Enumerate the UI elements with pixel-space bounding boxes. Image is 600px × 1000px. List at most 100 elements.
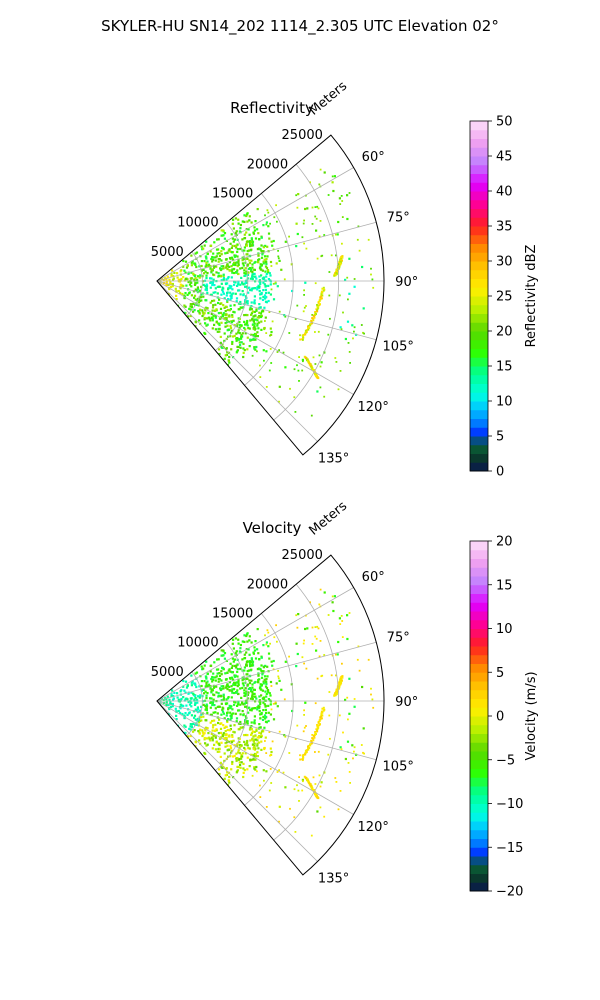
data-pixel	[351, 324, 354, 327]
data-pixel	[218, 330, 221, 333]
data-pixel	[311, 737, 314, 740]
data-pixel	[200, 665, 203, 668]
data-pixel	[278, 805, 281, 808]
data-pixel	[268, 789, 271, 792]
data-pixel	[216, 238, 219, 241]
data-pixel	[202, 733, 205, 736]
data-pixel	[260, 315, 263, 319]
data-pixel	[259, 280, 262, 283]
data-pixel	[214, 711, 217, 714]
data-pixel	[314, 363, 317, 365]
data-pixel	[250, 733, 253, 736]
data-pixel	[258, 707, 261, 710]
data-pixel	[211, 281, 214, 284]
data-pixel	[303, 639, 305, 642]
data-pixel	[320, 297, 323, 300]
data-pixel	[277, 257, 280, 260]
data-pixel	[333, 274, 336, 277]
data-pixel	[201, 734, 204, 738]
data-pixel	[237, 289, 240, 292]
data-pixel	[251, 743, 255, 746]
data-pixel	[303, 714, 305, 716]
data-pixel	[242, 294, 245, 297]
colorbar-band	[470, 436, 488, 446]
data-pixel	[248, 345, 251, 348]
data-pixel	[253, 746, 256, 749]
data-pixel	[223, 306, 226, 309]
colorbar-band	[470, 829, 488, 839]
data-pixel	[166, 695, 169, 698]
colorbar-band	[470, 313, 488, 323]
data-pixel	[233, 731, 236, 734]
data-pixel	[256, 755, 259, 758]
data-pixel	[233, 244, 237, 248]
data-pixel	[257, 736, 261, 739]
data-pixel	[219, 731, 222, 734]
data-pixel	[248, 639, 251, 642]
data-pixel	[347, 342, 350, 344]
data-pixel	[195, 303, 198, 306]
data-pixel	[317, 750, 320, 753]
data-pixel	[200, 299, 203, 302]
data-pixel	[230, 685, 233, 688]
data-pixel	[239, 766, 242, 769]
data-pixel	[187, 292, 191, 295]
data-pixel	[314, 751, 316, 753]
data-pixel	[165, 701, 168, 705]
data-pixel	[346, 320, 350, 323]
data-pixel	[214, 303, 217, 306]
data-pixel	[171, 278, 175, 281]
data-pixel	[241, 306, 244, 309]
data-pixel	[236, 770, 239, 773]
data-pixel	[272, 248, 275, 251]
data-pixel	[270, 708, 273, 711]
data-pixel	[188, 283, 192, 286]
data-pixel	[192, 693, 195, 696]
data-pixel	[225, 258, 228, 261]
data-pixel	[176, 276, 179, 279]
data-pixel	[209, 670, 212, 673]
data-pixel	[239, 703, 242, 706]
data-pixel	[311, 223, 314, 225]
data-pixel	[332, 609, 335, 613]
data-pixel	[265, 266, 269, 270]
data-pixel	[264, 685, 268, 688]
data-pixel	[188, 703, 192, 706]
panel-title: Velocity	[243, 519, 302, 537]
data-pixel	[193, 278, 196, 281]
data-pixel	[203, 316, 206, 320]
data-pixel	[235, 246, 238, 249]
data-pixel	[190, 254, 193, 257]
data-pixel	[250, 732, 254, 735]
data-pixel	[265, 695, 268, 698]
data-pixel	[246, 677, 249, 680]
data-pixel	[212, 724, 215, 727]
radial-tick-label: 20000	[247, 577, 288, 592]
colorbar-tick-label: 5	[496, 430, 504, 445]
data-pixel	[190, 294, 193, 297]
data-pixel	[288, 752, 291, 754]
data-pixel	[206, 680, 209, 683]
data-pixel	[212, 256, 215, 259]
data-pixel	[258, 741, 261, 744]
data-pixel	[320, 781, 323, 784]
data-pixel	[307, 748, 310, 751]
data-pixel	[258, 686, 262, 689]
data-pixel	[319, 806, 322, 809]
data-pixel	[194, 282, 197, 285]
data-pixel	[216, 712, 219, 715]
data-pixel	[238, 741, 241, 744]
data-pixel	[339, 746, 342, 749]
data-pixel	[241, 710, 244, 713]
data-pixel	[328, 714, 331, 717]
data-pixel	[230, 331, 233, 334]
data-pixel	[237, 722, 241, 725]
data-pixel	[210, 677, 213, 681]
colorbar-band	[470, 663, 488, 673]
data-pixel	[212, 291, 215, 294]
data-pixel	[195, 671, 199, 674]
data-pixel	[263, 297, 267, 300]
data-pixel	[183, 295, 187, 298]
data-pixel	[313, 736, 316, 739]
